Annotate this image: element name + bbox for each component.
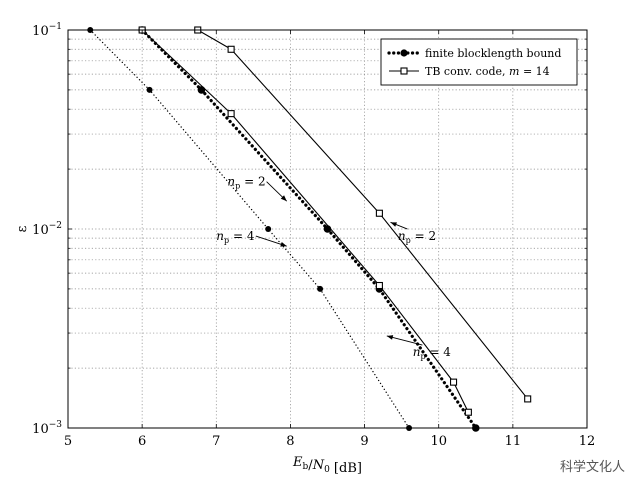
x-tick-label: 5: [64, 434, 72, 449]
series-1-point: [265, 226, 272, 232]
x-tick-label: 6: [138, 434, 146, 449]
annotation-arrowhead: [390, 222, 397, 227]
y-tick-label: 10−2: [32, 221, 62, 238]
y-axis-label: ε: [15, 225, 30, 232]
annotation-arrowhead: [386, 335, 394, 340]
series-3-line: [197, 29, 529, 400]
x-tick-label: 12: [579, 434, 596, 449]
series-2-point: [449, 378, 458, 386]
annotation-label: np = 2: [227, 175, 265, 191]
series-0-point: [197, 86, 206, 94]
x-tick-label: 11: [505, 434, 522, 449]
x-axis-label: Eb/N0 [dB]: [292, 455, 362, 476]
legend: finite blocklength bound TB conv. code, m…: [380, 38, 578, 86]
legend-entry-0: finite blocklength bound: [387, 47, 561, 60]
annotation-label: np = 4: [413, 345, 452, 361]
annotation-0: np = 2: [227, 175, 288, 202]
series-3-point: [524, 395, 532, 403]
series-3-point: [375, 209, 383, 217]
x-tick-label: 7: [212, 434, 220, 449]
annotation-label: np = 2: [398, 229, 436, 245]
series-1-point: [146, 86, 153, 93]
series-2-point: [375, 281, 383, 290]
x-tick-label: 9: [360, 434, 368, 449]
legend-box: [380, 38, 578, 86]
annotation-arrowhead: [280, 242, 287, 247]
series-3-point: [227, 45, 235, 53]
y-tick-label: 10−3: [32, 420, 62, 437]
annotation-arrow: [386, 335, 423, 346]
annotation-1: np = 4: [216, 229, 287, 247]
tick-layer: 5 6 7 8 9 10 11 12 10−1 10−2 10−3: [32, 22, 595, 449]
series-2-point: [464, 408, 472, 416]
legend-label: TB conv. code, m = 14: [425, 65, 550, 78]
legend-entry-1: TB conv. code, m = 14: [389, 65, 550, 78]
legend-swatch-marker: [400, 67, 408, 75]
annotation-label: np = 4: [216, 229, 255, 245]
x-tick-label: 8: [286, 434, 294, 449]
series-2-point: [227, 110, 235, 118]
watermark: 科学文化人: [560, 460, 626, 475]
legend-label: finite blocklength bound: [425, 47, 561, 60]
series-1-line: [89, 29, 410, 429]
x-tick-label: 10: [430, 434, 447, 449]
y-tick-label: 10−1: [32, 22, 62, 39]
annotation-3: np = 4: [386, 335, 452, 361]
legend-swatch-marker: [400, 49, 408, 57]
annotation-2: np = 2: [390, 221, 436, 245]
series-1-point: [317, 285, 324, 292]
annotation-arrowhead: [280, 195, 287, 202]
annotation-layer: np = 2 np = 4 np = 2 np = 4: [216, 175, 451, 361]
